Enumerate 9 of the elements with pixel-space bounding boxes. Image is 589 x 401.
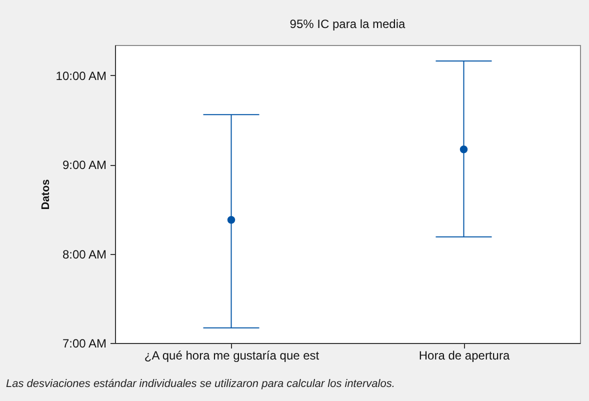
chart-title: 95% IC para la media [290, 17, 406, 31]
y-axis-title: Datos [40, 179, 52, 210]
text: Las desviaciones estándar individuales se utilizaron para calcular los intervalos. [6, 378, 395, 390]
x-tick-label: Hora de apertura [418, 348, 510, 362]
y-tick-label: 7:00 AM [62, 336, 106, 350]
x-tick-label: ¿A qué hora me gustaría que est [144, 348, 320, 362]
y-tick-label: 9:00 AM [62, 158, 106, 172]
y-tick-label: 10:00 AM [56, 68, 106, 83]
y-tick-label: 8:00 AM [62, 247, 106, 262]
